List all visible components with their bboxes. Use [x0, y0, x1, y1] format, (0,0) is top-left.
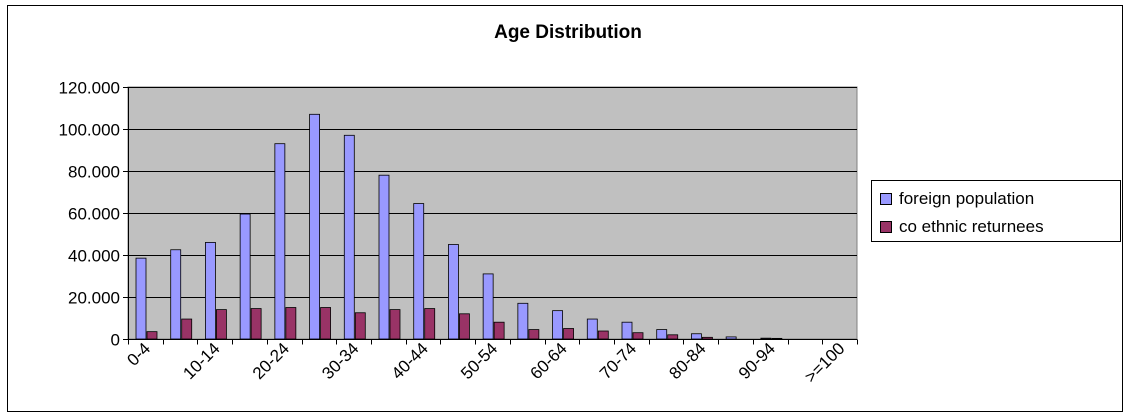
bar-foreign-population-40-44	[413, 203, 425, 340]
bar-foreign-population-60-64	[552, 310, 563, 340]
y-axis: 0 20.000 40.000 60.000 80.000 100.000 120.000	[59, 79, 129, 350]
y-tick-label: 40.000	[68, 247, 120, 266]
x-tick-label: 50-54	[457, 339, 501, 383]
bar-foreign-population-0-4	[135, 257, 147, 340]
legend-item-foreign-population: foreign population	[880, 189, 1034, 209]
bar-foreign-population-55-59	[517, 302, 529, 340]
bar-foreign-population-75-79	[656, 329, 668, 340]
bar-co-ethnic-returnees-5-9	[181, 318, 193, 340]
bar-co-ethnic-returnees-50-54	[493, 321, 505, 340]
bar-co-ethnic-returnees-55-59	[528, 329, 540, 340]
bar-foreign-population-20-24	[274, 143, 286, 340]
legend: foreign population co ethnic returnees	[871, 180, 1121, 242]
x-axis: 0-4 10-14 20-24 30-34 40-44 50-54 60-64 70-74 80…	[123, 339, 858, 387]
bar-co-ethnic-returnees-30-34	[354, 312, 366, 340]
legend-swatch-foreign-population	[880, 193, 892, 205]
bar-foreign-population-90-94	[760, 337, 772, 340]
bar-foreign-population-10-14	[205, 241, 216, 340]
bar-foreign-population-15-19	[239, 213, 251, 340]
x-tick-label: 10-14	[179, 339, 223, 383]
legend-label: co ethnic returnees	[899, 217, 1044, 236]
bar-co-ethnic-returnees-90-94	[771, 337, 783, 340]
x-tick-label: 40-44	[388, 339, 432, 383]
x-tick-label: 30-34	[318, 339, 362, 383]
bar-co-ethnic-returnees-75-79	[667, 334, 679, 340]
legend-item-co-ethnic-returnees: co ethnic returnees	[880, 217, 1044, 237]
bar-foreign-population-45-49	[448, 244, 459, 340]
y-tick-label: 80.000	[68, 163, 120, 182]
x-tick-label: 0-4	[123, 339, 154, 370]
bar-foreign-population-5-9	[170, 249, 182, 340]
x-tick-label: >=100	[801, 339, 849, 387]
y-tick-label: 120.000	[59, 79, 120, 98]
y-tick-label: 0	[111, 331, 120, 350]
legend-label: foreign population	[899, 189, 1035, 208]
chart-title: Age Distribution	[494, 22, 642, 43]
bar-co-ethnic-returnees-0-4	[146, 331, 158, 340]
bar-co-ethnic-returnees-40-44	[424, 308, 436, 340]
bar-foreign-population-85-89	[725, 336, 737, 340]
bar-foreign-population-35-39	[378, 174, 390, 340]
x-tick-label: 70-74	[596, 339, 640, 383]
bar-foreign-population-65-69	[586, 318, 598, 340]
bar-co-ethnic-returnees-65-69	[597, 330, 609, 340]
bar-co-ethnic-returnees-25-29	[320, 307, 331, 340]
bar-foreign-population-30-34	[343, 134, 355, 340]
bar-co-ethnic-returnees-15-19	[250, 308, 262, 340]
x-tick-label: 60-64	[527, 339, 571, 383]
bar-co-ethnic-returnees-10-14	[216, 309, 227, 340]
bar-foreign-population-80-84	[691, 333, 702, 340]
y-tick-label: 100.000	[59, 121, 120, 140]
x-tick-label: 90-94	[735, 339, 779, 383]
legend-swatch-co-ethnic-returnees	[880, 221, 892, 233]
bar-co-ethnic-returnees-35-39	[389, 309, 401, 340]
x-tick-label: 20-24	[249, 339, 293, 383]
gridlines	[128, 87, 857, 298]
bar-co-ethnic-returnees-80-84	[702, 336, 713, 340]
bar-foreign-population-25-29	[309, 113, 320, 340]
y-tick-label: 20.000	[68, 289, 120, 308]
x-tick-label: 80-84	[665, 339, 709, 383]
bar-foreign-population-70-74	[621, 321, 633, 340]
bar-co-ethnic-returnees-45-49	[459, 313, 470, 340]
bar-co-ethnic-returnees-60-64	[563, 328, 574, 340]
y-tick-label: 60.000	[68, 205, 120, 224]
bar-co-ethnic-returnees-20-24	[285, 307, 297, 340]
bar-co-ethnic-returnees-70-74	[632, 332, 644, 340]
bar-foreign-population-50-54	[482, 273, 494, 340]
